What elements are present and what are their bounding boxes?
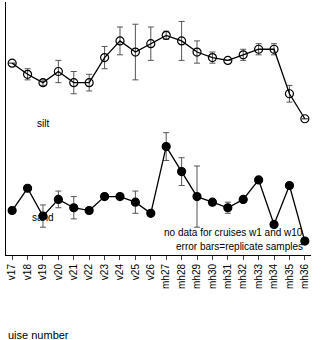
svg-text:sand: sand bbox=[32, 212, 54, 223]
svg-text:mh29: mh29 bbox=[191, 264, 202, 289]
svg-text:silt: silt bbox=[37, 118, 49, 129]
svg-text:uise number: uise number bbox=[8, 329, 69, 340]
svg-text:v25: v25 bbox=[130, 264, 141, 281]
svg-text:v20: v20 bbox=[53, 264, 64, 281]
svg-text:mh34: mh34 bbox=[268, 264, 279, 289]
svg-text:mh31: mh31 bbox=[222, 264, 233, 289]
svg-text:v22: v22 bbox=[83, 264, 94, 281]
svg-text:mh33: mh33 bbox=[253, 264, 264, 289]
svg-text:v26: v26 bbox=[145, 264, 156, 281]
svg-text:v18: v18 bbox=[22, 264, 33, 281]
svg-text:no data for cruises w1 and w10: no data for cruises w1 and w10 bbox=[164, 227, 303, 238]
svg-text:error bars=replicate samples: error bars=replicate samples bbox=[176, 241, 303, 252]
svg-text:mh28: mh28 bbox=[176, 264, 187, 289]
svg-text:mh36: mh36 bbox=[299, 264, 310, 289]
svg-text:v17: v17 bbox=[6, 264, 17, 281]
svg-text:mh32: mh32 bbox=[237, 264, 248, 289]
svg-text:v19: v19 bbox=[37, 264, 48, 281]
svg-text:v21: v21 bbox=[68, 264, 79, 281]
svg-text:v24: v24 bbox=[114, 264, 125, 281]
svg-text:mh35: mh35 bbox=[284, 264, 295, 289]
svg-text:mh27: mh27 bbox=[160, 264, 171, 289]
svg-text:v23: v23 bbox=[99, 264, 110, 281]
svg-text:mh30: mh30 bbox=[207, 264, 218, 289]
